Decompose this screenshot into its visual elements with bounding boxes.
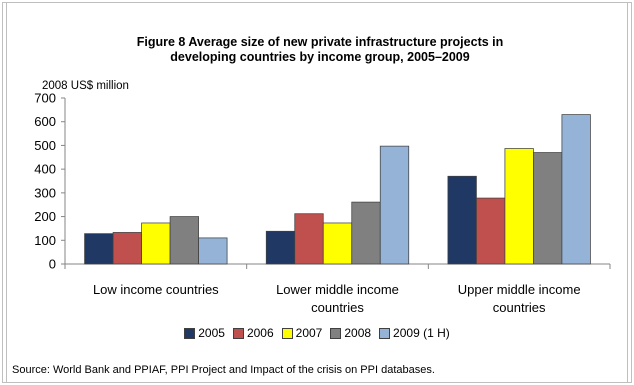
bar	[561, 114, 591, 265]
left-border-rule	[6, 2, 7, 383]
bar	[504, 148, 534, 265]
bar	[141, 222, 171, 265]
x-category-label: countries	[493, 300, 546, 315]
legend-swatch	[330, 327, 342, 339]
chart-title-line-2: developing countries by income group, 20…	[170, 50, 470, 64]
legend-label: 2006	[246, 326, 274, 340]
y-tick-label: 100	[34, 233, 56, 248]
legend-item: 2009 (1 H)	[379, 326, 450, 340]
y-tick-label: 400	[34, 162, 56, 177]
bar	[322, 222, 353, 265]
bar	[294, 213, 324, 265]
legend-label: 2009 (1 H)	[393, 326, 450, 340]
bar	[112, 232, 142, 265]
legend-swatch	[379, 327, 391, 339]
legend-swatch	[184, 327, 196, 339]
legend-label: 2005	[198, 326, 225, 340]
bar	[533, 152, 563, 265]
bar	[379, 145, 410, 265]
y-tick-label: 200	[34, 209, 56, 224]
y-tick-label: 700	[34, 91, 56, 106]
bar	[447, 175, 477, 265]
chart-legend: 2005 2006 2007 2008 2009 (1 H)	[0, 326, 634, 342]
chart-title-line-1: Figure 8 Average size of new private inf…	[136, 35, 504, 49]
legend-swatch	[281, 327, 293, 339]
legend-item: 2006	[232, 326, 274, 340]
x-category-label: Lower middle income	[276, 282, 399, 297]
y-tick-label: 600	[34, 114, 56, 129]
bar	[84, 233, 114, 265]
source-note: Source: World Bank and PPIAF, PPI Projec…	[12, 364, 435, 376]
x-category-label: countries	[311, 300, 364, 315]
legend-item: 2005	[184, 326, 225, 340]
chart-title: Figure 8 Average size of new private inf…	[60, 35, 580, 65]
y-axis-label: 2008 US$ million	[42, 80, 129, 92]
legend-label: 2007	[295, 326, 323, 340]
y-tick-label: 300	[34, 185, 56, 200]
y-tick-label: 0	[49, 257, 56, 272]
right-border-rule	[627, 2, 628, 383]
bar	[198, 237, 228, 265]
x-category-label: Upper middle income	[458, 282, 581, 297]
bar	[265, 230, 296, 265]
y-tick-label: 500	[34, 138, 56, 153]
legend-item: 2008	[330, 326, 371, 340]
x-category-label: Low income countries	[93, 282, 219, 297]
bar	[169, 216, 199, 265]
bar	[476, 197, 506, 265]
legend-label: 2008	[344, 326, 372, 340]
legend-item: 2007	[281, 326, 323, 340]
legend-swatch	[232, 327, 244, 339]
bar	[351, 201, 381, 265]
